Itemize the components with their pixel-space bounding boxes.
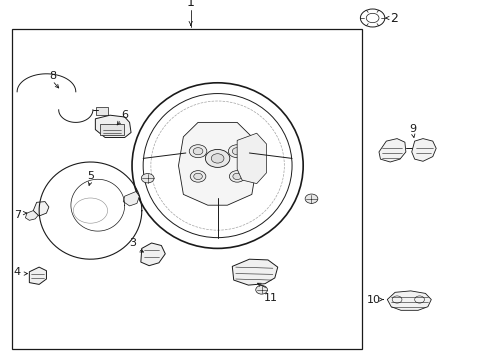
Circle shape <box>190 171 205 182</box>
Bar <box>12 29 361 349</box>
Text: 6: 6 <box>121 109 128 120</box>
Text: 1: 1 <box>186 0 194 9</box>
Text: 5: 5 <box>87 171 94 181</box>
Circle shape <box>211 154 224 163</box>
Text: 8: 8 <box>49 71 56 81</box>
Circle shape <box>228 145 245 158</box>
Polygon shape <box>378 139 405 162</box>
Polygon shape <box>178 122 256 205</box>
Circle shape <box>193 148 203 155</box>
Polygon shape <box>33 202 49 216</box>
Polygon shape <box>25 211 38 220</box>
Text: 10: 10 <box>366 294 380 305</box>
Text: 4: 4 <box>14 267 20 277</box>
Polygon shape <box>411 139 435 161</box>
Circle shape <box>255 285 267 294</box>
Text: 9: 9 <box>409 124 416 134</box>
Circle shape <box>229 171 244 182</box>
Circle shape <box>232 173 241 180</box>
Polygon shape <box>123 192 139 206</box>
Polygon shape <box>232 259 277 285</box>
Circle shape <box>232 148 242 155</box>
Text: 2: 2 <box>389 12 397 24</box>
Circle shape <box>141 174 154 183</box>
Text: 3: 3 <box>129 238 136 248</box>
Text: 11: 11 <box>264 293 278 303</box>
Polygon shape <box>386 291 430 310</box>
FancyBboxPatch shape <box>96 107 108 115</box>
Polygon shape <box>29 267 46 284</box>
Circle shape <box>205 149 229 167</box>
Circle shape <box>189 145 206 158</box>
FancyBboxPatch shape <box>100 124 123 135</box>
Polygon shape <box>237 133 266 184</box>
Circle shape <box>305 194 317 203</box>
Text: 7: 7 <box>14 210 21 220</box>
Polygon shape <box>95 115 131 138</box>
Polygon shape <box>141 243 165 266</box>
Circle shape <box>193 173 202 180</box>
